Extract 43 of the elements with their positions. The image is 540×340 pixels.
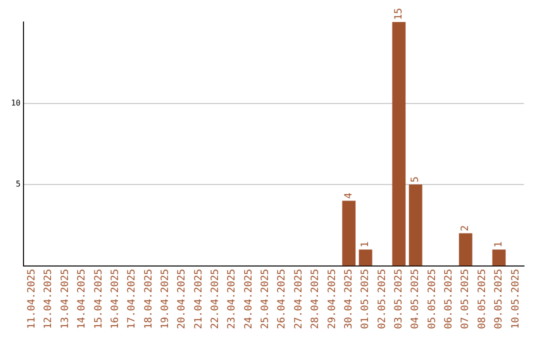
x-tick-label: 06.05.2025 bbox=[444, 268, 455, 330]
x-tick-label: 21.04.2025 bbox=[193, 268, 204, 330]
y-tick-label: 10 bbox=[10, 98, 21, 108]
x-tick-label: 28.04.2025 bbox=[310, 268, 322, 330]
x-tick-label: 26.04.2025 bbox=[276, 268, 288, 330]
x-tick-label: 24.04.2025 bbox=[243, 268, 254, 330]
x-tick-label: 13.04.2025 bbox=[60, 268, 71, 330]
data-label: 2 bbox=[460, 225, 472, 232]
x-tick-label: 20.04.2025 bbox=[176, 268, 188, 330]
x-tick-label: 10.05.2025 bbox=[510, 268, 522, 330]
data-label: 5 bbox=[410, 176, 422, 183]
bar bbox=[458, 233, 472, 266]
bar bbox=[408, 184, 422, 266]
data-label: 15 bbox=[394, 8, 404, 20]
x-tick-label: 30.04.2025 bbox=[343, 268, 354, 330]
x-tick-label: 16.04.2025 bbox=[110, 268, 121, 330]
bar bbox=[342, 200, 356, 266]
x-tick-label: 03.05.2025 bbox=[394, 268, 404, 330]
x-tick-label: 09.05.2025 bbox=[494, 268, 505, 330]
x-tick-label: 27.04.2025 bbox=[293, 268, 304, 330]
data-label: 1 bbox=[360, 242, 372, 248]
bar bbox=[392, 22, 406, 266]
data-label: 1 bbox=[494, 242, 505, 248]
x-tick-label: 02.05.2025 bbox=[376, 268, 388, 330]
x-tick-label: 05.05.2025 bbox=[426, 268, 438, 330]
x-tick-label: 18.04.2025 bbox=[143, 268, 154, 330]
x-tick-label: 01.05.2025 bbox=[360, 268, 372, 330]
x-tick-label: 22.04.2025 bbox=[210, 268, 222, 330]
x-tick-label: 08.05.2025 bbox=[476, 268, 488, 330]
x-tick-label: 15.04.2025 bbox=[93, 268, 104, 330]
bar bbox=[358, 250, 372, 266]
x-tick-label: 25.04.2025 bbox=[260, 268, 272, 330]
x-tick-label: 23.04.2025 bbox=[226, 268, 238, 330]
bar bbox=[492, 250, 506, 266]
x-tick-label: 29.04.2025 bbox=[326, 268, 338, 330]
x-tick-label: 19.04.2025 bbox=[160, 268, 171, 330]
x-tick-label: 17.04.2025 bbox=[126, 268, 138, 330]
x-tick-label: 04.05.2025 bbox=[410, 268, 422, 330]
x-tick-label: 11.04.2025 bbox=[26, 268, 38, 330]
x-tick-label: 07.05.2025 bbox=[460, 268, 472, 330]
data-label: 4 bbox=[343, 192, 354, 199]
x-tick-label: 14.04.2025 bbox=[76, 268, 88, 330]
x-tick-label: 12.04.2025 bbox=[43, 268, 54, 330]
